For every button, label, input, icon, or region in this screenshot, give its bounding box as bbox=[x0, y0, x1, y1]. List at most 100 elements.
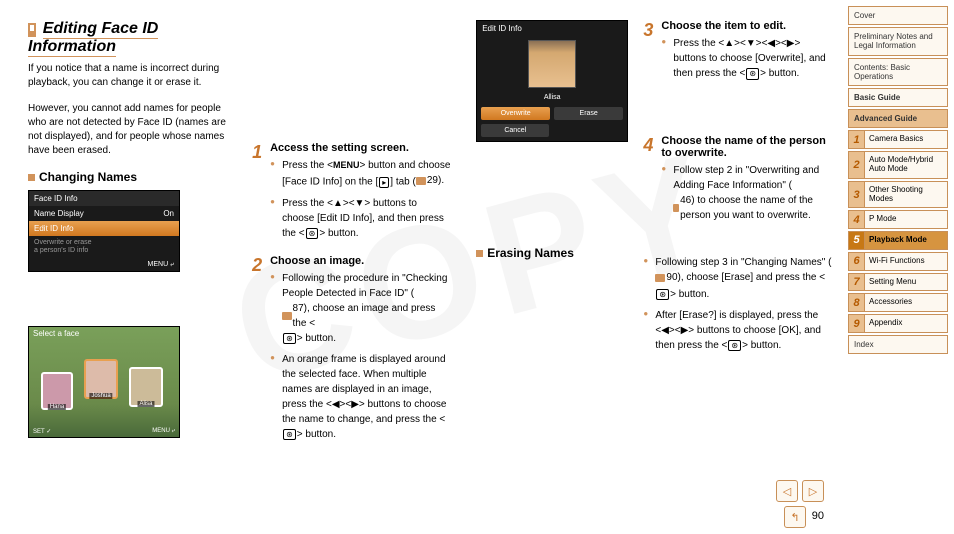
subhead-erasing-names: Erasing Names bbox=[476, 246, 618, 260]
ei-header: Edit ID Info bbox=[477, 21, 627, 36]
sb-item-camera-basics[interactable]: 1Camera Basics bbox=[848, 130, 948, 149]
sb-item-other-shooting-modes[interactable]: 3Other Shooting Modes bbox=[848, 181, 948, 209]
page-wrap: Editing Face ID Information If you notic… bbox=[0, 0, 954, 534]
sb-index[interactable]: Index bbox=[848, 335, 948, 354]
sb-advanced-guide[interactable]: Advanced Guide bbox=[848, 109, 948, 128]
step-4-bullet-1: Follow step 2 in "Overwriting and Adding… bbox=[661, 163, 833, 223]
sidebar-nav: Cover Preliminary Notes and Legal Inform… bbox=[848, 0, 954, 534]
book-icon bbox=[282, 312, 291, 320]
column-3: Edit ID Info Allisa Overwrite Erase Canc… bbox=[476, 20, 618, 524]
nav-buttons: ◁ ▷ bbox=[776, 480, 824, 502]
intro-para-2: However, you cannot add names for people… bbox=[28, 102, 227, 158]
menu-note: Overwrite or erase a person's ID info bbox=[29, 236, 179, 259]
sb-label: P Mode bbox=[865, 211, 947, 228]
sb-item-p-mode[interactable]: 4P Mode bbox=[848, 210, 948, 229]
sb-label: Appendix bbox=[865, 315, 947, 332]
sb-label: Wi-Fi Functions bbox=[865, 253, 947, 270]
sb-num-7: 7 bbox=[849, 274, 865, 291]
sb-num-3: 3 bbox=[849, 182, 865, 208]
menu-header: Face ID Info bbox=[29, 191, 179, 206]
sb-num-8: 8 bbox=[849, 294, 865, 311]
step-1: 1 Access the setting screen. Press the <… bbox=[252, 142, 451, 247]
prev-page-button[interactable]: ◁ bbox=[776, 480, 798, 502]
screenshot-face-id-menu: Face ID Info Name DisplayOn Edit ID Info… bbox=[28, 190, 180, 272]
return-button[interactable]: ↰ bbox=[784, 506, 806, 528]
step-2-num: 2 bbox=[252, 255, 270, 448]
func-set-icon: ⊛ bbox=[746, 68, 759, 80]
book-icon bbox=[673, 204, 679, 212]
step-2-bullet-2: An orange frame is displayed around the … bbox=[270, 352, 451, 442]
next-page-button[interactable]: ▷ bbox=[802, 480, 824, 502]
func-set-icon: ⊛ bbox=[656, 289, 669, 301]
sb-item-auto-mode-hybrid-auto-mode[interactable]: 2Auto Mode/Hybrid Auto Mode bbox=[848, 151, 948, 179]
column-1: Editing Face ID Information If you notic… bbox=[28, 20, 227, 524]
sf-header: Select a face bbox=[33, 329, 79, 338]
erase-bullets: Following step 3 in "Changing Names" (90… bbox=[643, 255, 833, 353]
sb-num-5: 5 bbox=[849, 232, 865, 249]
sb-basic-guide[interactable]: Basic Guide bbox=[848, 88, 948, 107]
step-3: 3 Choose the item to edit. Press the <▲>… bbox=[643, 20, 833, 87]
sb-contents[interactable]: Contents: Basic Operations bbox=[848, 58, 948, 86]
step-4-title: Choose the name of the person to overwri… bbox=[661, 135, 833, 159]
step-3-num: 3 bbox=[643, 20, 661, 87]
sf-footer: SET ✓MENU ⤶ bbox=[29, 428, 179, 435]
func-set-icon: ⊛ bbox=[728, 340, 741, 352]
sb-item-playback-mode[interactable]: 5Playback Mode bbox=[848, 231, 948, 250]
step-2-bullet-1: Following the procedure in "Checking Peo… bbox=[270, 271, 451, 346]
sb-label: Auto Mode/Hybrid Auto Mode bbox=[865, 152, 947, 178]
face-box-1: Hana bbox=[41, 372, 73, 410]
column-4: 3 Choose the item to edit. Press the <▲>… bbox=[643, 20, 833, 524]
book-icon bbox=[416, 177, 426, 185]
play-tab-icon: ▸ bbox=[379, 177, 389, 189]
func-set-icon: ⊛ bbox=[283, 333, 296, 345]
step-2-title: Choose an image. bbox=[270, 255, 451, 267]
content-area: Editing Face ID Information If you notic… bbox=[0, 0, 848, 534]
sb-prelim[interactable]: Preliminary Notes and Legal Information bbox=[848, 27, 948, 55]
step-3-title: Choose the item to edit. bbox=[661, 20, 833, 32]
sb-label: Camera Basics bbox=[865, 131, 947, 148]
sb-num-6: 6 bbox=[849, 253, 865, 270]
menu-footer: MENU ⤶ bbox=[29, 259, 179, 271]
page-number: 90 bbox=[812, 510, 824, 522]
sb-item-appendix[interactable]: 9Appendix bbox=[848, 314, 948, 333]
sb-label: Setting Menu bbox=[865, 274, 947, 291]
sb-label: Other Shooting Modes bbox=[865, 182, 947, 208]
sb-num-1: 1 bbox=[849, 131, 865, 148]
title-wrap: Editing Face ID Information bbox=[28, 20, 227, 56]
step-2: 2 Choose an image. Following the procedu… bbox=[252, 255, 451, 448]
ei-erase-btn: Erase bbox=[554, 107, 623, 120]
menu-row-name-display: Name DisplayOn bbox=[29, 206, 179, 221]
menu-row-edit-id: Edit ID Info bbox=[29, 221, 179, 236]
page-title: Editing Face ID Information bbox=[28, 20, 158, 57]
step-1-bullet-1: Press the <MENU> button and choose [Face… bbox=[270, 158, 451, 190]
subhead-erasing-text: Erasing Names bbox=[487, 246, 574, 260]
step-3-bullet-1: Press the <▲><▼><◀><▶> buttons to choose… bbox=[661, 36, 833, 81]
sb-label: Accessories bbox=[865, 294, 947, 311]
subhead-changing-text: Changing Names bbox=[39, 170, 137, 184]
sb-item-accessories[interactable]: 8Accessories bbox=[848, 293, 948, 312]
func-set-icon: ⊛ bbox=[306, 228, 319, 240]
ei-photo bbox=[528, 40, 576, 88]
sb-cover[interactable]: Cover bbox=[848, 6, 948, 25]
ei-cancel-btn: Cancel bbox=[481, 124, 549, 137]
sb-label: Playback Mode bbox=[865, 232, 947, 249]
screenshot-edit-id-info: Edit ID Info Allisa Overwrite Erase Canc… bbox=[476, 20, 628, 142]
subhead-changing-names: Changing Names bbox=[28, 170, 227, 184]
sb-num-4: 4 bbox=[849, 211, 865, 228]
sb-item-setting-menu[interactable]: 7Setting Menu bbox=[848, 273, 948, 292]
erase-bullet-2: After [Erase?] is displayed, press the <… bbox=[643, 308, 833, 353]
ei-overwrite-btn: Overwrite bbox=[481, 107, 550, 120]
face-box-2-selected: Joshua bbox=[84, 359, 118, 399]
func-set-icon: ⊛ bbox=[283, 429, 296, 441]
step-4-num: 4 bbox=[643, 135, 661, 229]
step-4: 4 Choose the name of the person to overw… bbox=[643, 135, 833, 229]
sb-num-2: 2 bbox=[849, 152, 865, 178]
screenshot-select-face: Select a face Hana Joshua Alisa SET ✓MEN… bbox=[28, 326, 180, 438]
ei-name: Allisa bbox=[477, 92, 627, 103]
column-2: 1 Access the setting screen. Press the <… bbox=[252, 20, 451, 524]
step-1-title: Access the setting screen. bbox=[270, 142, 451, 154]
subhead-mark-icon bbox=[28, 174, 35, 181]
sb-item-wi-fi-functions[interactable]: 6Wi-Fi Functions bbox=[848, 252, 948, 271]
intro-para-1: If you notice that a name is incorrect d… bbox=[28, 62, 227, 90]
sb-num-9: 9 bbox=[849, 315, 865, 332]
